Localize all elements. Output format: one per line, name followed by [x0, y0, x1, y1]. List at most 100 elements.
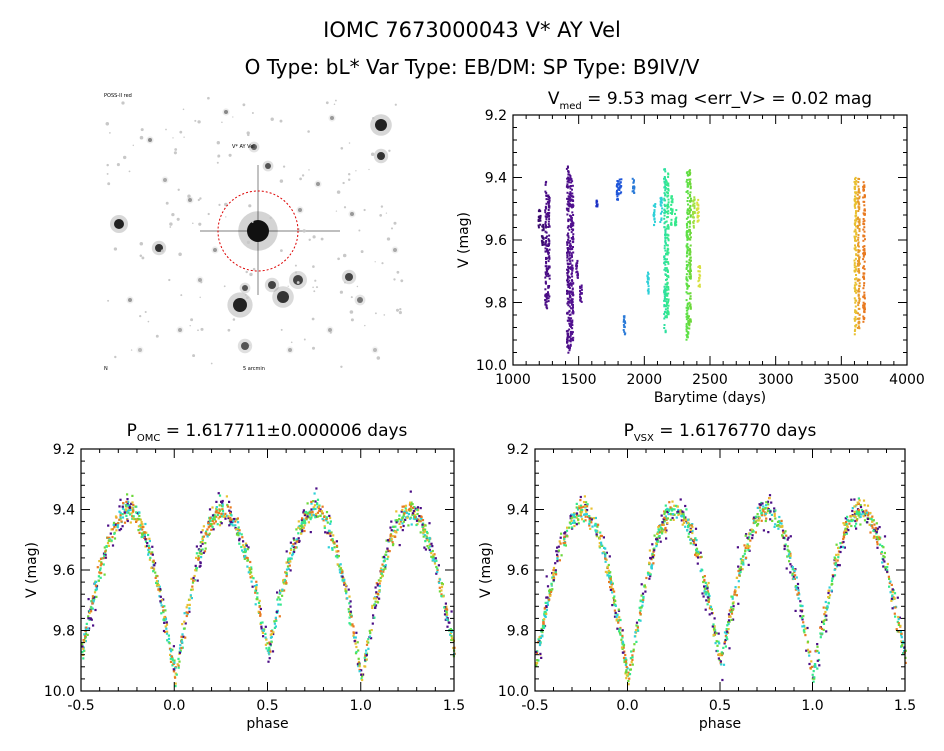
data-point	[863, 213, 866, 216]
data-point	[150, 552, 153, 555]
data-point	[399, 520, 402, 523]
data-point	[854, 318, 857, 321]
data-point	[716, 644, 719, 647]
data-point	[131, 517, 134, 520]
data-point	[408, 508, 411, 511]
data-point	[357, 657, 360, 660]
data-point	[648, 577, 651, 580]
data-point	[635, 621, 639, 624]
data-point	[367, 647, 370, 650]
data-point	[116, 524, 119, 527]
data-point	[242, 540, 245, 543]
data-point	[811, 673, 814, 676]
data-point	[615, 618, 618, 621]
data-point	[566, 208, 569, 211]
data-point	[635, 640, 638, 643]
data-point	[152, 570, 155, 573]
data-point	[567, 275, 570, 278]
faint-star	[385, 212, 388, 214]
data-point	[866, 521, 869, 524]
data-point	[245, 544, 248, 547]
panel-title-prefix: V	[548, 89, 560, 109]
data-point	[854, 257, 857, 260]
data-point	[741, 555, 745, 558]
faint-star	[244, 293, 247, 296]
data-point	[138, 514, 141, 518]
data-point	[663, 214, 666, 217]
data-point	[141, 528, 144, 531]
data-point	[159, 600, 162, 603]
data-point	[744, 550, 747, 553]
data-point	[244, 554, 247, 558]
data-point	[426, 545, 429, 548]
data-point	[862, 255, 865, 258]
data-point	[863, 310, 866, 313]
data-point	[842, 537, 845, 541]
data-point	[707, 596, 710, 599]
data-point	[130, 502, 133, 505]
data-point	[688, 315, 690, 318]
data-point	[857, 216, 859, 219]
data-point	[904, 649, 907, 652]
data-point	[860, 513, 863, 516]
data-point	[663, 180, 666, 183]
data-point	[425, 536, 428, 539]
data-point	[830, 579, 834, 582]
data-point	[361, 673, 365, 676]
data-point	[855, 527, 858, 530]
data-point	[857, 238, 860, 241]
data-point	[570, 222, 573, 225]
y-tick-label: 10.0	[498, 684, 529, 700]
data-point	[689, 528, 693, 531]
data-point	[285, 568, 289, 571]
data-point	[640, 594, 643, 597]
data-point	[411, 512, 414, 515]
data-point	[854, 246, 857, 249]
data-point	[624, 671, 627, 674]
data-point	[747, 563, 750, 566]
data-point	[699, 570, 702, 573]
data-point	[647, 291, 650, 294]
data-point	[868, 517, 871, 520]
faint-star	[396, 270, 400, 274]
data-point	[624, 663, 627, 666]
data-point	[570, 216, 573, 219]
data-point	[379, 570, 382, 573]
data-point	[391, 541, 394, 544]
faint-star	[349, 310, 354, 314]
data-point	[773, 512, 776, 515]
data-point	[692, 204, 695, 207]
faint-star	[114, 355, 117, 359]
data-point	[618, 630, 621, 633]
data-point	[172, 668, 175, 671]
data-point	[838, 564, 841, 567]
faint-star	[399, 308, 402, 311]
data-point	[349, 613, 352, 616]
data-point	[538, 639, 541, 642]
data-point	[747, 549, 750, 552]
data-point	[570, 195, 573, 198]
data-point	[383, 555, 386, 558]
data-point	[550, 582, 553, 585]
data-point	[842, 546, 845, 549]
data-point	[662, 523, 665, 526]
data-point	[569, 344, 572, 347]
data-point	[567, 319, 570, 322]
data-point	[323, 525, 326, 528]
data-point	[708, 597, 711, 601]
data-point	[255, 598, 258, 601]
data-point	[664, 249, 667, 252]
data-point	[598, 545, 601, 548]
data-point	[244, 548, 247, 551]
data-point	[735, 594, 738, 597]
data-point	[204, 542, 207, 545]
data-point	[814, 663, 817, 666]
data-point	[689, 214, 692, 217]
data-point	[313, 492, 316, 495]
data-point	[394, 525, 397, 528]
data-point	[539, 210, 542, 213]
data-point	[665, 311, 668, 314]
data-point	[333, 541, 336, 544]
panel-title-text: = 1.6176770 days	[654, 421, 817, 441]
data-point	[664, 517, 667, 521]
